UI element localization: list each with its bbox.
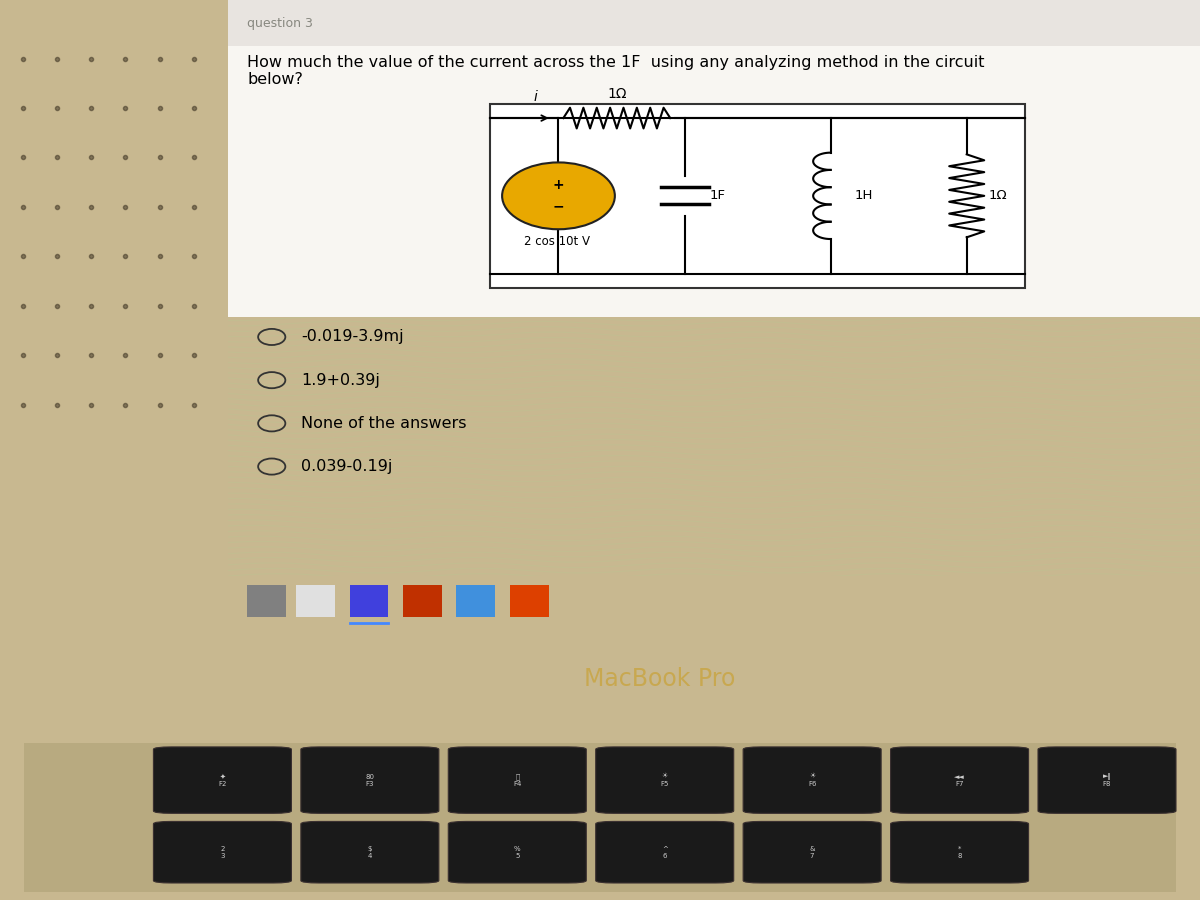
Bar [349,585,389,616]
Text: 1Ω: 1Ω [607,86,626,101]
FancyBboxPatch shape [743,822,881,883]
Text: MacBook Pro: MacBook Pro [584,668,736,691]
Bar [510,585,548,616]
Text: %
5: % 5 [514,846,521,859]
FancyBboxPatch shape [154,822,292,883]
Text: 0.039-0.19j: 0.039-0.19j [301,459,392,474]
FancyBboxPatch shape [743,747,881,814]
Bar [228,0,1200,46]
FancyBboxPatch shape [595,822,733,883]
Text: ☀
F5: ☀ F5 [660,774,668,787]
Text: 2
3: 2 3 [220,846,224,859]
Bar [456,585,496,616]
FancyBboxPatch shape [301,822,439,883]
Bar [247,585,287,616]
FancyBboxPatch shape [301,747,439,814]
Text: ⓘ
F4: ⓘ F4 [514,773,522,787]
FancyBboxPatch shape [890,822,1028,883]
Text: 1H: 1H [854,189,874,202]
Text: question 3: question 3 [247,16,313,30]
Bar [403,585,442,616]
FancyBboxPatch shape [449,747,587,814]
Text: -0.019-3.9mj: -0.019-3.9mj [301,329,403,345]
FancyBboxPatch shape [595,747,733,814]
Text: 1.9+0.39j: 1.9+0.39j [301,373,379,388]
Text: *
8: * 8 [958,846,962,859]
Text: ►‖
F8: ►‖ F8 [1103,773,1111,788]
Bar [491,104,1025,288]
Bar [228,0,1200,317]
FancyBboxPatch shape [890,747,1028,814]
Text: below?: below? [247,72,304,87]
Text: &
7: & 7 [809,846,815,859]
Text: 1F: 1F [709,189,725,202]
FancyBboxPatch shape [449,822,587,883]
Text: None of the answers: None of the answers [301,416,467,431]
FancyBboxPatch shape [1038,747,1176,814]
Bar [296,585,335,616]
Text: −: − [553,199,564,213]
Text: ✦
F2: ✦ F2 [218,774,227,787]
Text: i: i [533,90,538,104]
Text: ☀
F6: ☀ F6 [808,774,816,787]
Circle shape [502,162,614,230]
Text: 2 cos 10t V: 2 cos 10t V [524,235,590,248]
Text: 1Ω: 1Ω [988,189,1007,202]
Text: $
4: $ 4 [367,846,372,859]
FancyBboxPatch shape [154,747,292,814]
Text: +: + [553,178,564,193]
Text: ◄◄
F7: ◄◄ F7 [954,774,965,787]
Text: 80
F3: 80 F3 [365,774,374,787]
Text: How much the value of the current across the 1F  using any analyzing method in t: How much the value of the current across… [247,55,985,69]
Text: ^
6: ^ 6 [661,846,667,859]
